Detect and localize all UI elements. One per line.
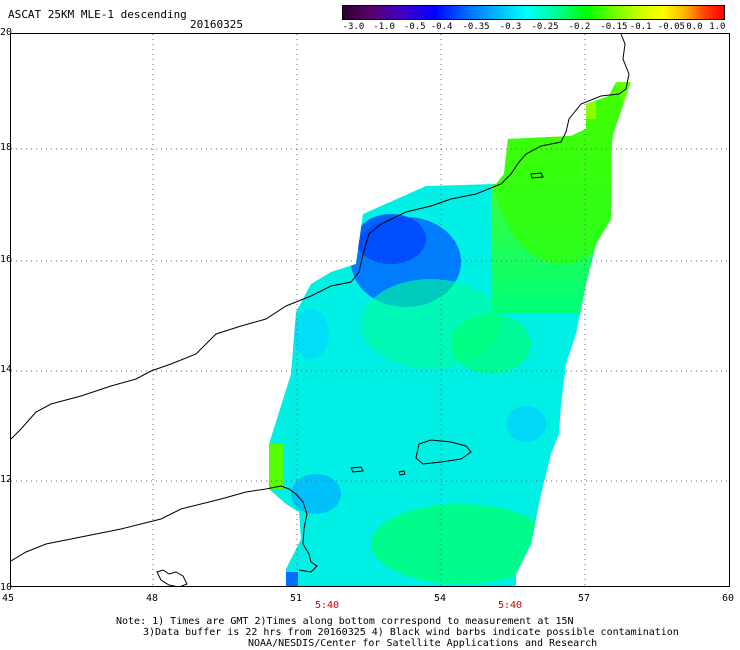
colorbar-tick: -0.05 <box>657 22 685 32</box>
map-frame <box>10 33 730 587</box>
lat-label-18: 18 <box>0 142 13 153</box>
time-label: 5:40 <box>498 600 523 611</box>
colorbar-tick: -3.0 <box>342 22 365 32</box>
colorbar-tick: 0.0 <box>686 22 703 32</box>
lon-label-51: 51 <box>290 593 303 604</box>
colorbar-tick: 1.0 <box>709 22 726 32</box>
lon-label-57: 57 <box>578 593 591 604</box>
colorbar-tick: -0.2 <box>568 22 591 32</box>
colorbar-tick: -0.35 <box>462 22 490 32</box>
colorbar-tick: -0.4 <box>430 22 453 32</box>
colorbar-tick: -0.25 <box>531 22 559 32</box>
note-line-1: Note: 1) Times are GMT 2)Times along bot… <box>116 616 574 627</box>
colorbar-tick: -0.3 <box>499 22 522 32</box>
map-title: ASCAT 25KM MLE-1 descending <box>8 8 187 21</box>
time-label: 5:40 <box>315 600 340 611</box>
lon-label-48: 48 <box>146 593 159 604</box>
lat-label-20: 20 <box>0 27 13 38</box>
coastline <box>11 34 630 586</box>
colorbar-tick: -0.1 <box>629 22 652 32</box>
credit-line: NOAA/NESDIS/Center for Satellite Applica… <box>248 638 598 649</box>
map-canvas <box>11 34 729 586</box>
lat-label-14: 14 <box>0 364 13 375</box>
colorbar-tick: -0.5 <box>403 22 426 32</box>
colorbar-tick: -0.15 <box>600 22 628 32</box>
lon-label-60: 60 <box>722 593 735 604</box>
colorbar-tick: -1.0 <box>373 22 395 32</box>
colorbar-ticks: -3.0 -1.0 -0.5 -0.4 -0.35 -0.3 -0.25 -0.… <box>342 22 726 34</box>
map-date: 20160325 <box>190 18 243 31</box>
lon-label-45: 45 <box>2 593 15 604</box>
colorbar <box>342 5 725 20</box>
note-line-2: 3)Data buffer is 22 hrs from 20160325 4)… <box>143 627 679 638</box>
lat-lon-grid <box>11 34 729 586</box>
scatterometer-swath <box>269 82 631 586</box>
lat-label-12: 12 <box>0 474 13 485</box>
lon-label-54: 54 <box>434 593 447 604</box>
lat-label-16: 16 <box>0 254 13 265</box>
lat-label-10: 10 <box>0 582 13 593</box>
